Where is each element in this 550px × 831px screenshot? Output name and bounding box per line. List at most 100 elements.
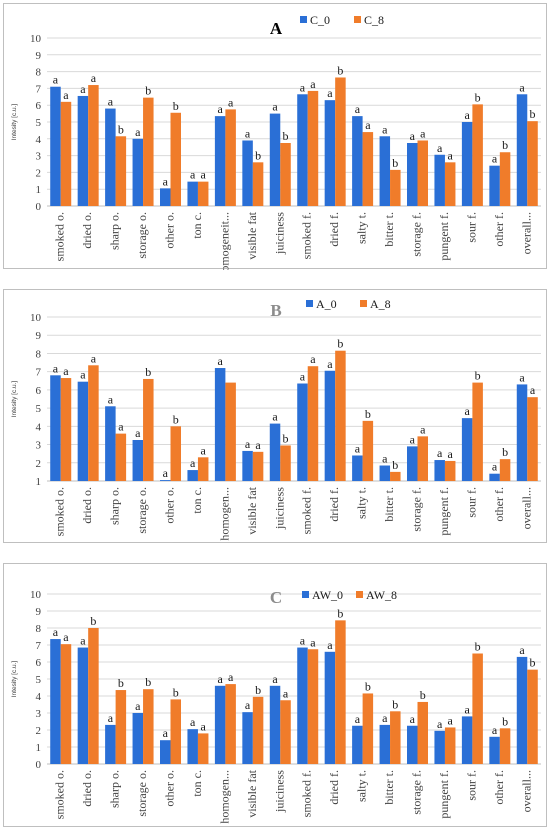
chart-a-x-tick-label: storage f. xyxy=(410,212,424,257)
chart-a-y-tick-label: 10 xyxy=(30,33,42,45)
chart-a-y-tick-label: 2 xyxy=(36,167,42,179)
chart-b-bar-series1 xyxy=(472,382,483,481)
chart-b-bar-series0 xyxy=(516,384,528,481)
chart-c-data-label: a xyxy=(217,672,223,686)
chart-c-x-tick-label: bitter t. xyxy=(382,770,396,805)
chart-a-bar-series1 xyxy=(527,121,538,206)
chart-b-data-label: a xyxy=(310,352,316,366)
chart-b-data-label: a xyxy=(63,364,69,378)
chart-b-y-tick-label: 4 xyxy=(36,421,42,433)
chart-c-y-tick-label: 8 xyxy=(36,623,42,635)
chart-c-bar-series0 xyxy=(77,647,89,764)
chart-a-data-label: a xyxy=(519,80,525,94)
chart-b-x-tick-label: homogen... xyxy=(217,487,231,541)
chart-c-data-label: a xyxy=(327,638,333,652)
chart-b-data-label: a xyxy=(410,432,416,446)
chart-c-data-label: a xyxy=(80,634,86,648)
chart-b-data-label: a xyxy=(519,370,525,384)
chart-c-bar-series0 xyxy=(324,651,336,764)
chart-b-bar-series0 xyxy=(297,383,308,481)
chart-b-x-tick-label: storage f. xyxy=(410,487,424,532)
chart-a-bar-series0 xyxy=(516,94,528,206)
chart-b-bar-series1 xyxy=(88,365,99,481)
chart-b-bar-series1 xyxy=(197,457,209,481)
chart-c-y-tick-label: 2 xyxy=(36,725,42,737)
chart-c-data-label: a xyxy=(63,630,69,644)
chart-a-bar-series1 xyxy=(225,109,236,206)
chart-b-data-label: a xyxy=(255,438,261,452)
chart-c-x-tick-label: dried o. xyxy=(80,770,94,807)
chart-c-x-tick-label: smoked o. xyxy=(53,770,67,819)
chart-c-x-tick-label: other o. xyxy=(163,770,177,807)
chart-c-data-label: a xyxy=(355,712,361,726)
chart-c-data-label: a xyxy=(53,625,59,639)
chart-c-data-label: a xyxy=(190,715,196,729)
chart-a-data-label: b xyxy=(118,122,124,136)
chart-c-x-tick-label: pungent f. xyxy=(437,770,451,819)
chart-c-data-label: a xyxy=(310,635,316,649)
chart-a-x-tick-label: visible fat xyxy=(245,211,259,259)
chart-c-y-axis-label: Intesity [c.u.] xyxy=(11,661,18,698)
chart-a-bar-series0 xyxy=(50,86,61,206)
chart-c-bar-series1 xyxy=(472,653,483,764)
chart-c-bar-series0 xyxy=(105,724,116,764)
chart-c-data-label: b xyxy=(173,685,179,699)
chart-c-data-label: a xyxy=(437,717,443,731)
chart-c-bar-series0 xyxy=(214,685,226,764)
chart-b-data-label: a xyxy=(464,404,470,418)
chart-a-data-label: a xyxy=(410,129,416,143)
chart-a-data-label: a xyxy=(190,168,196,182)
chart-b-legend-swatch xyxy=(360,300,367,307)
chart-c-data-label: b xyxy=(337,606,343,620)
chart-a-data-label: a xyxy=(245,126,251,140)
chart-a-y-tick-label: 3 xyxy=(36,151,42,163)
chart-b-bar-series0 xyxy=(187,470,198,481)
chart-b-bar-series1 xyxy=(335,350,346,481)
chart-b-bar-series1 xyxy=(499,459,511,481)
chart-b-bar-series1 xyxy=(362,420,374,481)
chart-b-legend-label: A_8 xyxy=(370,297,391,311)
chart-c-bar-series1 xyxy=(417,701,428,764)
chart-c-bar-series0 xyxy=(297,647,308,764)
chart-c-bar-series1 xyxy=(60,644,72,764)
chart-c-x-tick-label: salty t. xyxy=(355,770,369,802)
chart-c-bar-series1 xyxy=(225,684,236,764)
chart-a-data-label: b xyxy=(392,156,398,170)
chart-c-data-label: b xyxy=(392,697,398,711)
chart-a-y-tick-label: 4 xyxy=(36,134,42,146)
chart-b-data-label: b xyxy=(173,412,179,426)
chart-a-data-label: b xyxy=(283,129,289,143)
chart-b-bar-series1 xyxy=(307,366,319,481)
chart-c-bar-series1 xyxy=(197,733,209,764)
chart-b-bar-series0 xyxy=(132,440,144,481)
chart-a-data-label: a xyxy=(464,108,470,122)
chart-a-x-tick-label: other o. xyxy=(163,212,177,249)
chart-b-data-label: a xyxy=(355,441,361,455)
chart-a-bar-series1 xyxy=(60,101,72,206)
chart-c-title: C xyxy=(270,588,282,607)
chart-a-legend-label: C_0 xyxy=(310,13,330,27)
chart-b-x-tick-label: sour f. xyxy=(464,487,478,518)
chart-b-x-tick-label: smoked o. xyxy=(53,487,67,536)
chart-b-y-axis-label: Intesity [c.u.] xyxy=(11,381,18,418)
chart-c-bar-series1 xyxy=(307,649,319,764)
chart-c-data-label: a xyxy=(163,726,169,740)
chart-c-data-label: b xyxy=(255,683,261,697)
chart-b-bar-series1 xyxy=(444,460,456,481)
chart-a-data-label: a xyxy=(135,125,141,139)
chart-b-data-label: a xyxy=(327,357,333,371)
chart-c-bar-series0 xyxy=(242,712,253,764)
chart-c-x-tick-label: smoked f. xyxy=(300,770,314,817)
chart-c-data-label: a xyxy=(228,670,234,684)
chart-c-data-label: b xyxy=(420,688,426,702)
chart-c-bar-series0 xyxy=(379,724,391,764)
chart-c-data-label: a xyxy=(492,723,498,737)
chart-b-x-tick-label: storage o. xyxy=(135,487,149,534)
chart-panel-b: 1 2 3 4 5 6 7 8 9 10 Intesity [c.u.] B A_0 A_8 a a smoke… xyxy=(3,289,547,543)
chart-a-data-label: a xyxy=(355,102,361,116)
chart-c-bar-series0 xyxy=(132,713,144,764)
chart-a-y-tick-label: 8 xyxy=(36,67,42,79)
chart-a-bar-series0 xyxy=(407,143,418,206)
